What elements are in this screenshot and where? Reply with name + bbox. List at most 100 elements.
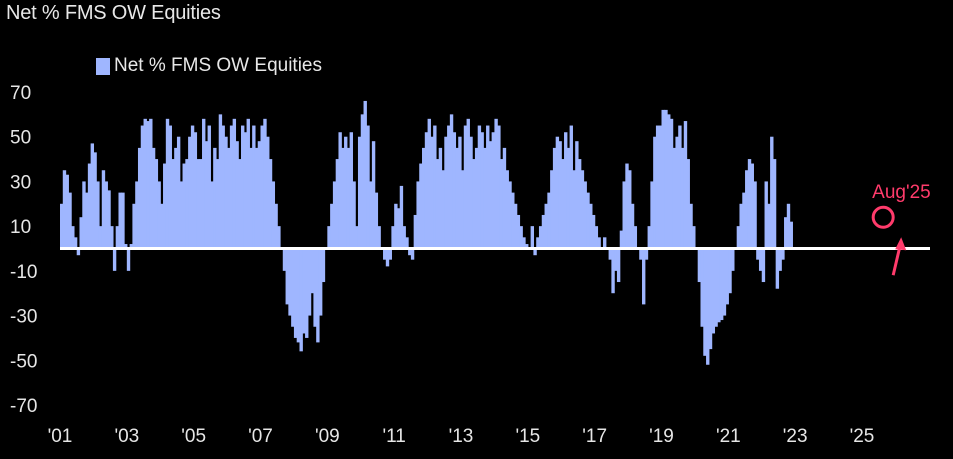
bar xyxy=(589,203,593,249)
bar xyxy=(305,248,309,338)
bar xyxy=(689,203,693,249)
bar xyxy=(369,181,373,249)
bar xyxy=(207,125,211,249)
bar xyxy=(525,244,529,249)
bar xyxy=(505,170,509,249)
bar xyxy=(299,248,303,352)
y-tick-label: -70 xyxy=(10,396,37,417)
bar xyxy=(658,125,663,249)
bar xyxy=(458,136,462,249)
bar xyxy=(781,248,785,260)
bar xyxy=(536,237,540,249)
bar xyxy=(163,163,167,249)
bar xyxy=(65,174,69,249)
bar xyxy=(307,248,312,316)
bar xyxy=(204,141,209,249)
bar xyxy=(185,159,189,249)
bar xyxy=(511,192,515,249)
bar xyxy=(761,248,766,283)
annotation-circle xyxy=(871,205,895,229)
x-tick-label: '17 xyxy=(582,426,607,447)
bar xyxy=(330,203,334,249)
bar xyxy=(385,248,390,267)
bar xyxy=(249,147,253,249)
bar xyxy=(772,159,777,249)
bar xyxy=(388,248,392,260)
bar xyxy=(165,118,170,249)
bar xyxy=(241,125,245,249)
bar xyxy=(140,125,145,249)
bar xyxy=(619,230,624,249)
bar xyxy=(229,125,234,249)
y-tick-label: 30 xyxy=(10,172,31,193)
bar xyxy=(653,136,657,249)
bar xyxy=(775,248,780,289)
x-tick-label: '07 xyxy=(248,426,273,447)
bar xyxy=(764,181,768,249)
bar xyxy=(112,248,117,271)
bar xyxy=(494,118,498,249)
bar xyxy=(394,203,398,249)
bar xyxy=(577,159,582,249)
bar xyxy=(508,181,512,249)
bar xyxy=(547,192,551,249)
bar xyxy=(79,217,83,249)
bar xyxy=(246,118,250,249)
bar xyxy=(483,147,487,249)
bar xyxy=(583,181,587,249)
bar xyxy=(416,181,420,249)
bar xyxy=(544,203,548,249)
annotation-arrow xyxy=(891,244,902,276)
bar xyxy=(366,125,370,249)
bar xyxy=(168,125,172,249)
bar xyxy=(753,181,757,249)
bar xyxy=(422,147,426,249)
bar xyxy=(706,248,710,365)
bar xyxy=(90,143,95,249)
bar xyxy=(318,248,323,316)
bar xyxy=(424,132,429,249)
x-tick-label: '09 xyxy=(315,426,340,447)
bar xyxy=(680,147,685,249)
bar xyxy=(60,203,64,249)
bar xyxy=(196,159,200,249)
y-tick-label: -10 xyxy=(10,262,37,283)
bar xyxy=(756,248,760,260)
x-tick-label: '05 xyxy=(181,426,206,447)
bar xyxy=(143,118,147,249)
bar xyxy=(360,114,365,249)
bar xyxy=(622,181,626,249)
x-tick-label: '01 xyxy=(48,426,73,447)
bar xyxy=(491,132,496,249)
bar xyxy=(566,147,571,249)
bar xyxy=(62,170,67,249)
bar xyxy=(285,248,289,305)
bar xyxy=(313,248,317,327)
bar xyxy=(594,226,599,249)
y-tick-label: -30 xyxy=(10,307,37,328)
bar xyxy=(728,248,732,294)
bar xyxy=(633,226,638,249)
bar xyxy=(210,181,214,249)
x-axis: '01 '03 '05 '07 '09 '11 '13 '15 '17 '19 '21 '23 '25 xyxy=(48,426,875,447)
annotation-arrowhead xyxy=(895,237,907,251)
bar xyxy=(137,147,142,249)
bar xyxy=(310,248,315,294)
bar xyxy=(154,159,159,249)
bar xyxy=(447,125,451,249)
bar xyxy=(486,125,490,249)
bar xyxy=(146,121,150,249)
bar xyxy=(135,181,139,249)
bar xyxy=(438,147,443,249)
bar xyxy=(176,136,181,249)
bar xyxy=(463,125,468,249)
bar xyxy=(257,141,262,249)
bar xyxy=(647,226,651,249)
bar xyxy=(73,237,78,249)
y-tick-label: 50 xyxy=(10,128,31,149)
bar xyxy=(346,147,351,249)
bar xyxy=(352,181,356,249)
bar xyxy=(661,109,665,249)
bar xyxy=(288,248,292,316)
bar xyxy=(750,163,754,249)
